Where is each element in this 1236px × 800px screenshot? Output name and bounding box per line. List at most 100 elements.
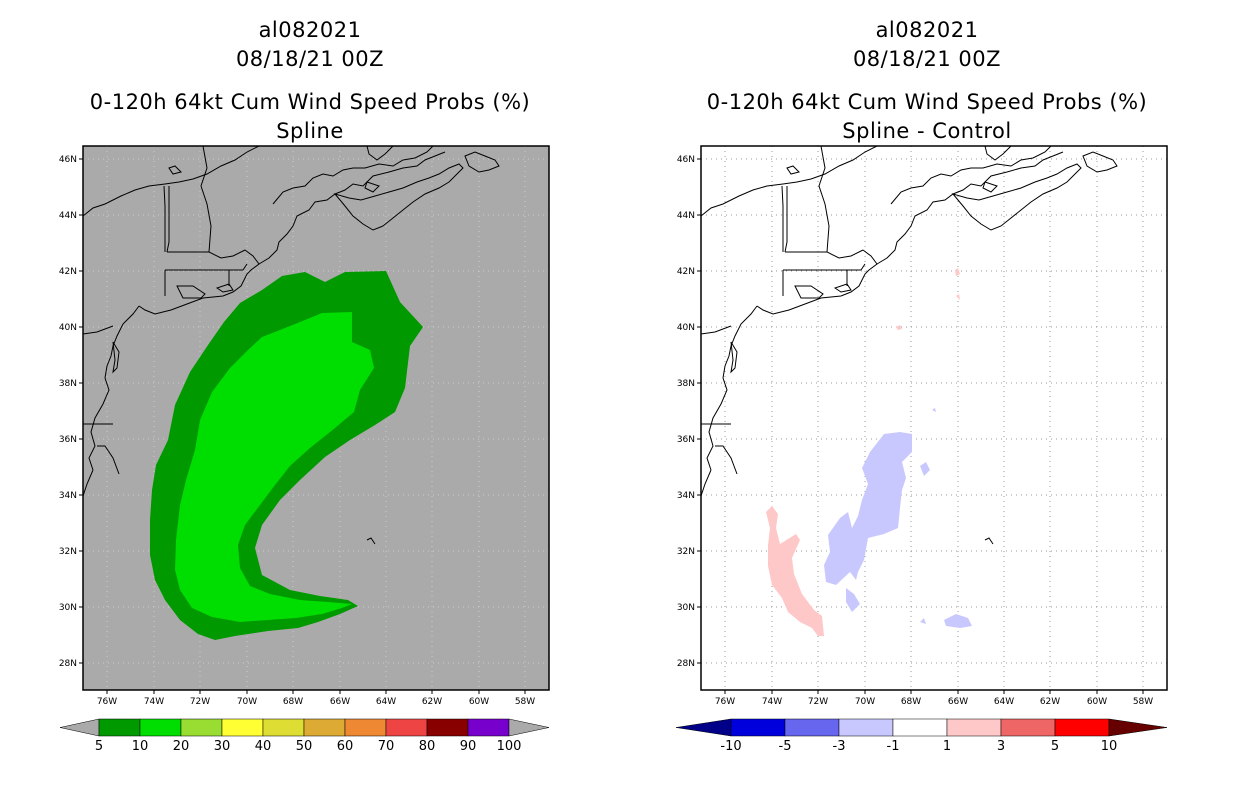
right-lon-label: 76W	[715, 697, 735, 707]
diff-negative-areas	[824, 408, 972, 628]
right-colorbar-low-arrow	[675, 718, 732, 737]
left-colorbar-label: 60	[337, 739, 354, 754]
right-lat-label: 36N	[677, 435, 695, 445]
right-lon-label: 62W	[1040, 697, 1060, 707]
left-axis-ticks: 46N 44N 42N 40N 38N 36N 34N 32N 30N 28N 76W 74W 72W 7…	[59, 155, 535, 707]
right-colorbar-label: -10	[720, 739, 741, 754]
left-colorbar-low-arrow	[59, 718, 100, 737]
prob-10-contour	[175, 312, 374, 622]
left-lat-label: 36N	[59, 435, 77, 445]
left-lon-label: 62W	[422, 697, 442, 707]
right-colorbar-box	[730, 718, 786, 737]
right-colorbar-label: -3	[833, 739, 846, 754]
right-panel-title: al082021 08/18/21 00Z 0-120h 64kt Cum Wi…	[647, 16, 1207, 146]
left-colorbar-box	[467, 718, 510, 737]
right-lat-label: 44N	[677, 211, 695, 221]
left-colorbar-label: 10	[132, 739, 149, 754]
right-lon-label: 66W	[948, 697, 968, 707]
right-colorbar-label: 5	[1051, 739, 1059, 754]
right-map-panel: 46N 44N 42N 40N 38N 36N 34N 32N 30N 28N 76W 74W 72W 7…	[677, 145, 1168, 707]
left-lat-label: 30N	[59, 603, 77, 613]
right-colorbar-box	[1000, 718, 1056, 737]
left-storm-id: al082021	[258, 18, 362, 42]
left-colorbar-label: 50	[296, 739, 313, 754]
right-map-frame	[700, 145, 1168, 691]
left-colorbar-box	[303, 718, 346, 737]
right-map-background	[701, 146, 1167, 690]
left-panel-title: al082021 08/18/21 00Z 0-120h 64kt Cum Wi…	[30, 16, 590, 146]
right-colorbar-label: 10	[1101, 739, 1118, 754]
left-map-panel: 46N 44N 42N 40N 38N 36N 34N 32N 30N 28N 76W 74W 72W 7…	[59, 145, 550, 707]
right-colorbar-high-arrow	[1108, 718, 1168, 737]
right-lon-label: 70W	[855, 697, 875, 707]
right-colorbar-label: -1	[887, 739, 900, 754]
left-colorbar-label: 40	[255, 739, 272, 754]
right-lat-label: 38N	[677, 379, 695, 389]
left-lat-label: 42N	[59, 267, 77, 277]
right-lon-label: 74W	[762, 697, 782, 707]
right-colorbar-box	[946, 718, 1002, 737]
right-lat-label: 42N	[677, 267, 695, 277]
right-colorbar-box	[1054, 718, 1110, 737]
left-lat-label: 34N	[59, 491, 77, 501]
right-colorbar-box	[892, 718, 948, 737]
right-lon-label: 60W	[1087, 697, 1107, 707]
right-colorbar-label: 3	[997, 739, 1005, 754]
left-colorbar-label: 90	[460, 739, 477, 754]
left-colorbar-label: 80	[419, 739, 436, 754]
right-lat-label: 28N	[677, 659, 695, 669]
right-colorbar-box	[784, 718, 840, 737]
left-lon-label: 74W	[144, 697, 164, 707]
left-datetime: 08/18/21 00Z	[235, 47, 385, 71]
left-colorbar-label: 5	[95, 739, 103, 754]
left-colorbar-box	[262, 718, 305, 737]
right-axis-ticks: 46N 44N 42N 40N 38N 36N 34N 32N 30N 28N 76W 74W 72W 7…	[677, 155, 1153, 707]
right-lat-label: 32N	[677, 547, 695, 557]
diff-positive-areas	[766, 268, 960, 636]
left-colorbar-label: 30	[214, 739, 231, 754]
left-colorbar-box	[98, 718, 141, 737]
left-colorbar-box	[180, 718, 223, 737]
left-lon-label: 72W	[190, 697, 210, 707]
left-colorbar: 5 10 20 30 40 50 60 70 80 90 100	[59, 718, 550, 754]
left-lat-label: 38N	[59, 379, 77, 389]
left-colorbar-box	[385, 718, 428, 737]
right-colorbar: -10 -5 -3 -1 1 3 5 10	[675, 718, 1168, 754]
left-lon-label: 58W	[515, 697, 535, 707]
left-lon-label: 64W	[376, 697, 396, 707]
right-lon-label: 68W	[901, 697, 921, 707]
left-lat-label: 32N	[59, 547, 77, 557]
left-colorbar-label: 20	[173, 739, 190, 754]
right-lon-label: 58W	[1133, 697, 1153, 707]
left-colorbar-box	[344, 718, 387, 737]
left-lon-label: 68W	[283, 697, 303, 707]
left-lat-label: 44N	[59, 211, 77, 221]
left-product-title: 0-120h 64kt Cum Wind Speed Probs (%)	[89, 90, 531, 114]
left-colorbar-label: 70	[378, 739, 395, 754]
left-colorbar-box	[221, 718, 264, 737]
left-lon-label: 76W	[97, 697, 117, 707]
right-colorbar-box	[838, 718, 894, 737]
right-storm-id: al082021	[875, 18, 979, 42]
right-lat-label: 34N	[677, 491, 695, 501]
left-colorbar-box	[139, 718, 182, 737]
left-lat-label: 28N	[59, 659, 77, 669]
right-colorbar-label: 1	[943, 739, 951, 754]
right-colorbar-label: -5	[779, 739, 792, 754]
left-colorbar-label: 100	[497, 739, 522, 754]
left-colorbar-box	[426, 718, 469, 737]
right-lon-label: 64W	[994, 697, 1014, 707]
left-method-label: Spline	[276, 119, 344, 143]
left-lon-label: 60W	[469, 697, 489, 707]
right-lat-label: 30N	[677, 603, 695, 613]
right-method-label: Spline - Control	[842, 119, 1012, 143]
right-product-title: 0-120h 64kt Cum Wind Speed Probs (%)	[706, 90, 1148, 114]
right-datetime: 08/18/21 00Z	[852, 47, 1002, 71]
left-lat-label: 46N	[59, 155, 77, 165]
left-colorbar-high-arrow	[508, 718, 550, 737]
left-lat-label: 40N	[59, 323, 77, 333]
left-map-frame	[82, 145, 550, 691]
right-lon-label: 72W	[808, 697, 828, 707]
right-lat-label: 46N	[677, 155, 695, 165]
